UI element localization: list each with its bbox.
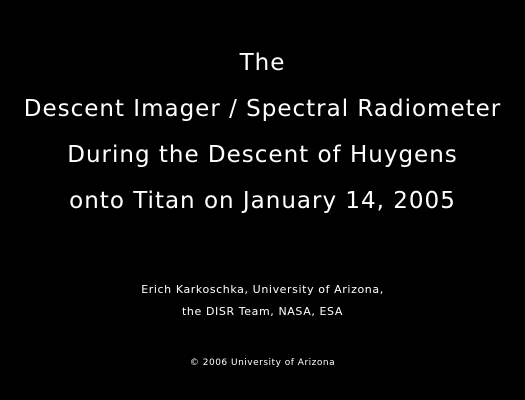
copyright-notice: © 2006 University of Arizona bbox=[189, 358, 336, 368]
credits-block: Erich Karkoschka, University of Arizona,… bbox=[0, 279, 525, 323]
title-line-2: Descent Imager / Spectral Radiometer bbox=[23, 96, 502, 122]
title-block: The Descent Imager / Spectral Radiometer… bbox=[0, 40, 525, 224]
credits-line-1: Erich Karkoschka, University of Arizona, bbox=[141, 283, 384, 296]
title-line-1: The bbox=[239, 50, 286, 76]
title-line-3: During the Descent of Huygens bbox=[67, 142, 458, 168]
title-line-4: onto Titan on January 14, 2005 bbox=[69, 188, 456, 214]
credits-line-2: the DISR Team, NASA, ESA bbox=[182, 305, 343, 318]
